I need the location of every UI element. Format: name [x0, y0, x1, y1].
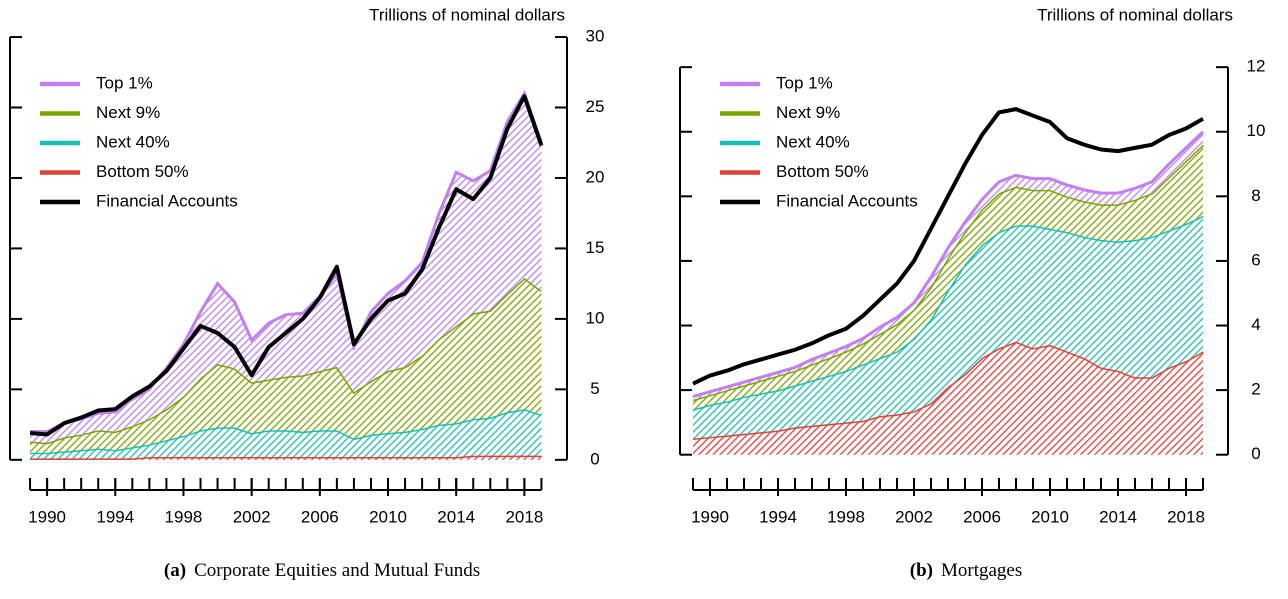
legend-label: Bottom 50% — [776, 162, 869, 181]
x-tick-label: 2002 — [233, 507, 271, 526]
x-tick-label: 2018 — [505, 507, 543, 526]
y-tick-label: 2 — [1251, 380, 1260, 399]
legend-label: Top 1% — [776, 73, 833, 92]
y-tick-label: 0 — [590, 449, 599, 468]
legend-label: Financial Accounts — [776, 191, 918, 210]
y-tick-label: 10 — [1247, 121, 1266, 140]
x-tick-label: 1998 — [827, 507, 865, 526]
x-tick-label: 2014 — [1099, 507, 1137, 526]
area-segment — [693, 341, 1203, 455]
y-tick-label: 30 — [586, 27, 605, 46]
x-tick-label: 1990 — [691, 507, 729, 526]
area-segment — [30, 93, 542, 443]
y-tick-label: 6 — [1251, 250, 1260, 269]
y-tick-label: 8 — [1251, 186, 1260, 205]
axis-label: Trillions of nominal dollars — [1037, 5, 1233, 24]
area-edge — [30, 89, 543, 434]
caption-text: Corporate Equities and Mutual Funds — [194, 560, 480, 581]
area-segment — [693, 144, 1203, 410]
line — [29, 94, 544, 437]
caption-text: Mortgages — [941, 560, 1022, 581]
legend-label: Next 9% — [776, 103, 840, 122]
y-tick-label: 25 — [586, 97, 605, 116]
y-tick-label: 12 — [1247, 57, 1266, 76]
y-tick-label: 15 — [586, 238, 605, 257]
legend-label: Next 40% — [96, 132, 170, 151]
x-tick-label: 2002 — [895, 507, 933, 526]
x-tick-label: 1994 — [759, 507, 797, 526]
line — [692, 107, 1204, 386]
legend-label: Bottom 50% — [96, 162, 189, 181]
area-segment — [30, 409, 542, 459]
caption: (a) Corporate Equities and Mutual Funds — [164, 560, 480, 581]
y-tick-label: 0 — [1251, 444, 1260, 463]
x-tick-label: 2006 — [301, 507, 339, 526]
legend-label: Next 9% — [96, 103, 160, 122]
x-tick-label: 1998 — [165, 507, 203, 526]
panel: 0 5 10 15 20 25 30 1990 1994 1998 2002 2006 2010 2014… — [9, 5, 605, 581]
area-segment — [693, 215, 1203, 439]
caption-label: (b) — [910, 560, 933, 581]
caption-label: (a) — [164, 560, 186, 581]
area-segment — [30, 278, 542, 453]
legend-label: Financial Accounts — [96, 191, 238, 210]
x-tick-label: 1990 — [28, 507, 66, 526]
legend-label: Next 40% — [776, 132, 850, 151]
y-tick-label: 5 — [590, 379, 599, 398]
panel: 0 2 4 6 8 10 12 1990 1994 1998 2002 2006 2010 2014 201… — [679, 5, 1266, 581]
x-tick-label: 2010 — [369, 507, 407, 526]
x-tick-label: 1994 — [96, 507, 134, 526]
area-segment — [693, 131, 1203, 400]
y-tick-label: 4 — [1251, 315, 1260, 334]
x-tick-label: 2010 — [1031, 507, 1069, 526]
axis-label: Trillions of nominal dollars — [369, 5, 565, 24]
y-tick-label: 20 — [586, 167, 605, 186]
x-tick-label: 2014 — [437, 507, 475, 526]
caption: (b) Mortgages — [910, 560, 1023, 581]
legend-label: Top 1% — [96, 73, 153, 92]
x-tick-label: 2006 — [963, 507, 1001, 526]
area-edge — [692, 130, 1205, 399]
x-tick-label: 2018 — [1167, 507, 1205, 526]
y-tick-label: 10 — [586, 308, 605, 327]
